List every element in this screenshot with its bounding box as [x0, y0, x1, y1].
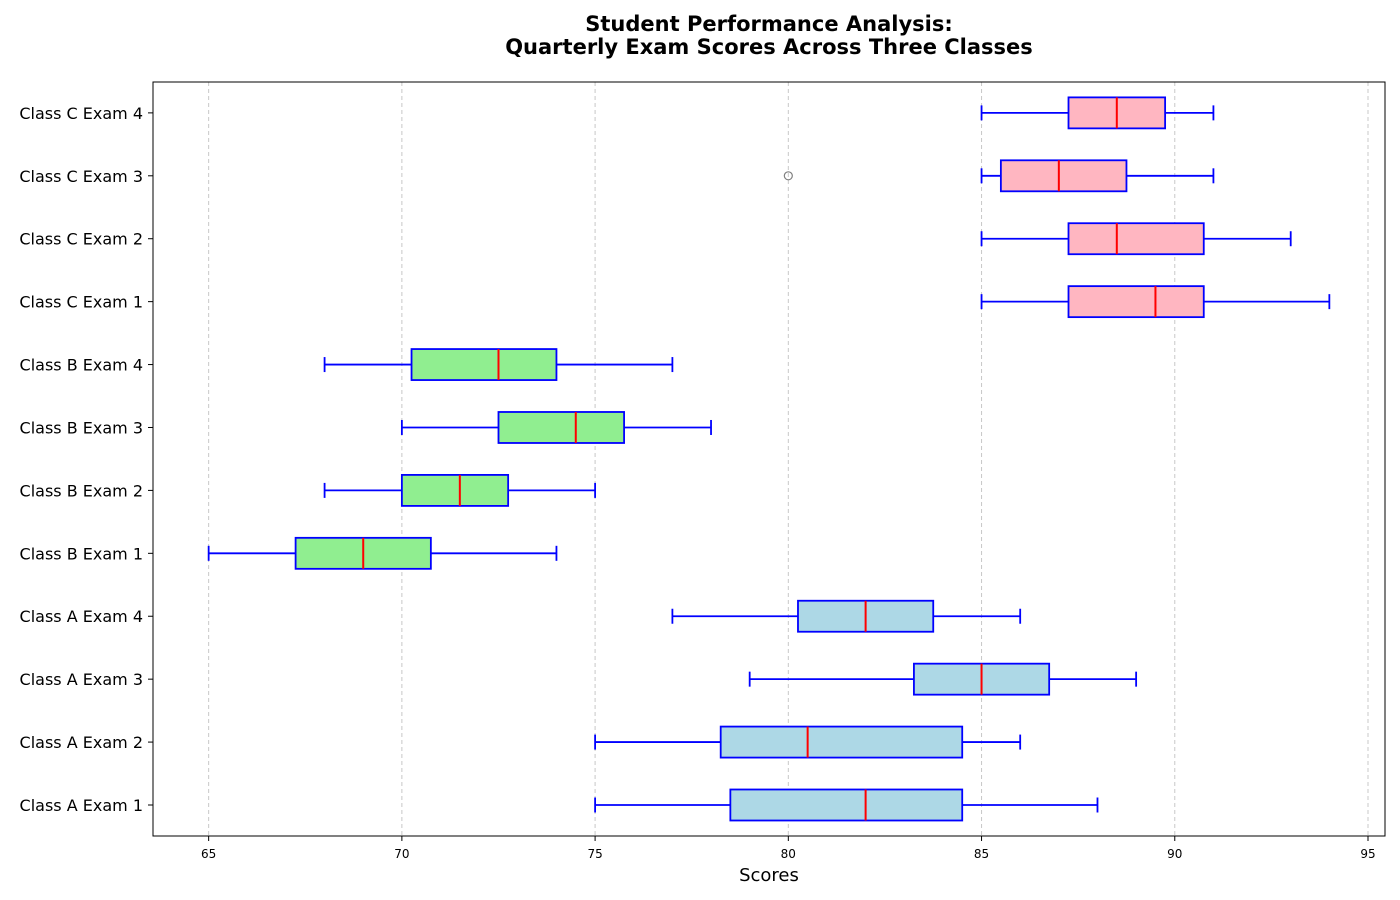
x-tick-label-75: 75	[587, 847, 602, 861]
box-class-b-exam-2	[323, 473, 596, 507]
plot-area-frame	[152, 81, 1386, 837]
y-tick-label-class-a-exam-3: Class A Exam 3	[20, 670, 143, 689]
y-tick-label-class-a-exam-4: Class A Exam 4	[20, 607, 143, 626]
y-tick-label-class-c-exam-3: Class C Exam 3	[19, 167, 143, 186]
iqr-box-class-c-exam-2	[1067, 222, 1205, 256]
iqr-box-class-b-exam-3	[497, 411, 625, 444]
x-tick-label-80: 80	[781, 847, 796, 861]
y-tick-label-class-a-exam-2: Class A Exam 2	[20, 733, 143, 752]
iqr-box-class-a-exam-2	[719, 725, 964, 759]
y-tick-label-class-b-exam-1: Class B Exam 1	[20, 544, 143, 563]
box-class-a-exam-1	[594, 788, 1099, 822]
y-axis-labels: Class A Exam 1 Class A Exam 2 Class A Exam…	[19, 104, 153, 815]
box-class-a-exam-3	[748, 662, 1138, 696]
y-tick-label-class-c-exam-2: Class C Exam 2	[19, 230, 143, 249]
iqr-box-class-c-exam-1	[1067, 285, 1205, 319]
iqr-box-class-a-exam-1	[729, 788, 964, 822]
y-tick-label-class-a-exam-1: Class A Exam 1	[20, 796, 143, 815]
box-class-c-exam-1	[980, 285, 1331, 319]
grid-lines	[208, 82, 1369, 836]
chart-title-line-2: Quarterly Exam Scores Across Three Class…	[505, 35, 1033, 59]
outlier-class-c-exam-3-0	[783, 171, 793, 181]
box-class-b-exam-4	[323, 348, 674, 381]
box-class-c-exam-4	[980, 96, 1215, 130]
box-plots	[207, 96, 1331, 822]
y-tick-label-class-b-exam-3: Class B Exam 3	[20, 418, 143, 437]
x-axis-label: Scores	[739, 865, 799, 886]
y-tick-label-class-b-exam-2: Class B Exam 2	[20, 481, 143, 500]
y-tick-label-class-b-exam-4: Class B Exam 4	[20, 356, 143, 375]
x-tick-label-90: 90	[1167, 847, 1182, 861]
chart-title-line-1: Student Performance Analysis:	[585, 12, 952, 36]
box-class-c-exam-2	[980, 222, 1292, 256]
x-tick-label-65: 65	[201, 847, 216, 861]
iqr-box-class-b-exam-4	[410, 348, 558, 381]
box-class-c-exam-3	[783, 159, 1215, 193]
box-class-a-exam-2	[594, 725, 1022, 759]
y-tick-label-class-c-exam-1: Class C Exam 1	[19, 293, 143, 312]
x-axis-ticks: 65 70 75 80 85 90 95	[201, 836, 1376, 861]
box-class-a-exam-4	[671, 599, 1022, 633]
x-tick-label-95: 95	[1360, 847, 1375, 861]
iqr-box-class-c-exam-3	[999, 159, 1128, 193]
iqr-box-class-b-exam-2	[400, 473, 510, 507]
x-tick-label-70: 70	[394, 847, 409, 861]
box-class-b-exam-3	[400, 411, 712, 444]
box-class-b-exam-1	[207, 536, 558, 570]
y-tick-label-class-c-exam-4: Class C Exam 4	[19, 104, 143, 123]
x-tick-label-85: 85	[974, 847, 989, 861]
